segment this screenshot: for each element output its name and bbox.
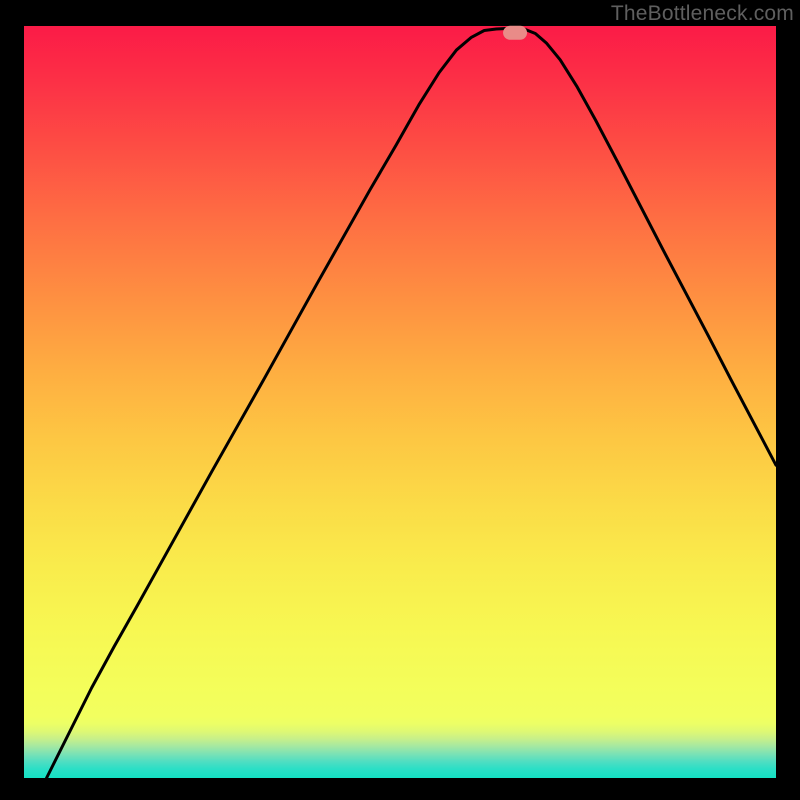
watermark-text: TheBottleneck.com	[611, 2, 794, 26]
bottleneck-chart	[0, 0, 800, 800]
chart-frame: TheBottleneck.com	[0, 0, 800, 800]
optimal-marker	[503, 26, 527, 40]
